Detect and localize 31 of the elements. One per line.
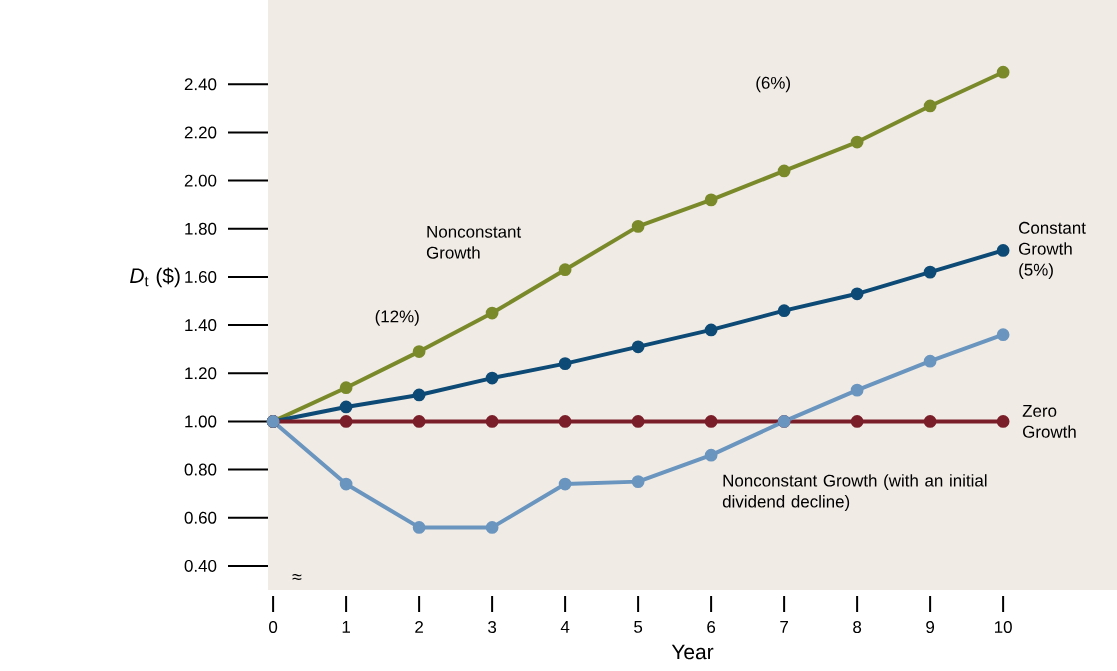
y-tick-label: 1.40 xyxy=(185,319,217,332)
x-tick-label: 3 xyxy=(488,621,497,634)
y-tick-label: 0.80 xyxy=(184,463,217,476)
x-tick-label: 10 xyxy=(994,621,1012,634)
annotation: ≈ xyxy=(292,574,302,581)
y-axis-title: D$_{t}$ ($) xyxy=(130,267,180,288)
series-label: Constant Growth (5%) xyxy=(1019,221,1086,280)
y-tick-label: 0.40 xyxy=(184,559,217,572)
y-tick-label: 1.80 xyxy=(185,222,217,235)
annotation: (6%) xyxy=(756,76,790,93)
x-tick-label: 2 xyxy=(415,621,423,633)
x-tick-label: 6 xyxy=(707,621,716,634)
series-label: Nonconstant Growth (with an initial dividend decline) xyxy=(722,474,987,511)
x-tick-label: 1 xyxy=(342,621,350,633)
x-tick-label: 8 xyxy=(853,621,862,634)
x-axis-title: Year xyxy=(671,644,714,660)
y-tick-label: 1.60 xyxy=(185,270,217,283)
y-tick-label: 2.20 xyxy=(184,126,217,139)
y-tick-label: 1.20 xyxy=(185,367,217,380)
y-tick-label: 1.00 xyxy=(185,415,217,428)
x-tick-label: 9 xyxy=(926,621,935,634)
x-tick-label: 5 xyxy=(634,621,643,633)
series-label: Zero Growth xyxy=(1022,405,1076,438)
series-label: Nonconstant Growth xyxy=(426,225,522,259)
y-tick-label: 2.00 xyxy=(184,174,217,187)
x-tick-label: 7 xyxy=(780,621,788,633)
y-tick-label: 2.40 xyxy=(184,78,217,91)
y-tick-label: 0.60 xyxy=(184,511,217,524)
x-tick-label: 0 xyxy=(269,621,278,634)
x-tick-label: 4 xyxy=(560,621,570,633)
annotation: (12%) xyxy=(375,309,419,326)
